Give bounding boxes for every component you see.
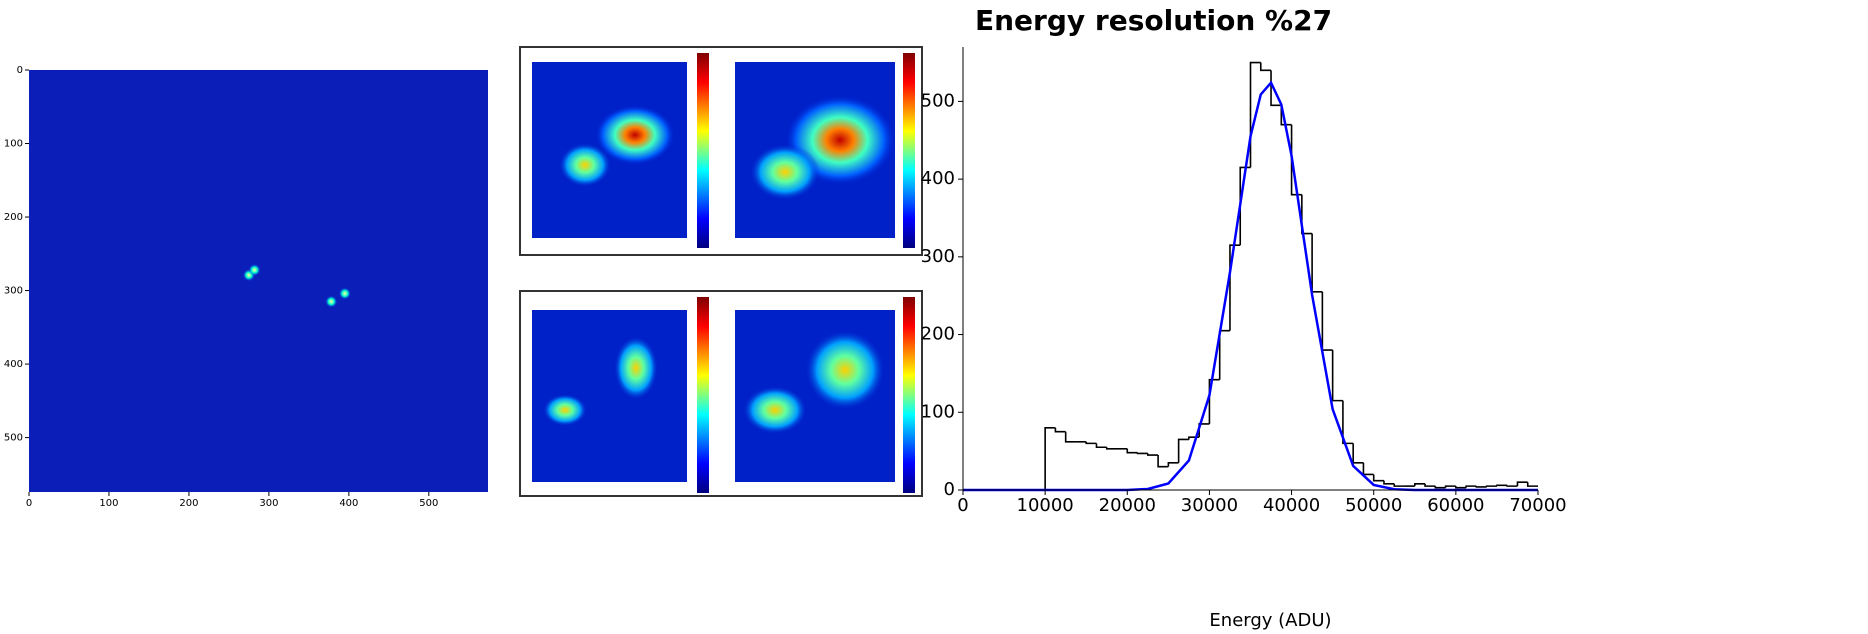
histogram-bin xyxy=(1485,485,1497,487)
histogram-bin xyxy=(1218,329,1230,380)
y-tick-label: 400 xyxy=(4,359,23,370)
histogram-bin xyxy=(1167,461,1179,467)
histogram-bin xyxy=(1147,453,1159,456)
y-tick-label: 100 xyxy=(4,139,23,150)
y-tick-label: 300 xyxy=(4,286,23,297)
histogram-bin xyxy=(1126,448,1138,454)
histogram-bin xyxy=(1383,480,1395,485)
x-tick-label: 50000 xyxy=(1345,495,1402,516)
histogram-bin xyxy=(1393,483,1405,487)
histogram-bin xyxy=(1239,166,1251,246)
histogram-bin xyxy=(1177,438,1189,463)
histogram-bin xyxy=(1342,400,1354,445)
spot xyxy=(325,295,338,308)
histogram-bin xyxy=(1095,443,1107,449)
histogram-bin xyxy=(1321,291,1333,351)
y-tick-label: 300 xyxy=(921,246,955,267)
image-background xyxy=(29,70,488,492)
y-tick-label: 200 xyxy=(921,324,955,345)
histogram-bin xyxy=(1496,484,1508,487)
histogram-bin xyxy=(1352,443,1364,464)
histogram-bin xyxy=(1229,244,1241,331)
histogram-bin xyxy=(1105,447,1118,450)
histogram-bin xyxy=(1157,455,1169,468)
histogram-bin xyxy=(1311,233,1323,293)
x-tick-label: 300 xyxy=(259,498,278,509)
histogram-bin xyxy=(1280,105,1292,126)
histogram-bin xyxy=(1506,485,1518,487)
histogram-bin xyxy=(1085,441,1097,445)
x-tick-label: 0 xyxy=(26,498,32,509)
y-tick-label: 100 xyxy=(921,401,955,422)
y-tick-label: 0 xyxy=(944,479,955,500)
histogram-bin xyxy=(1465,485,1477,488)
histogram-bin xyxy=(1434,486,1446,489)
histogram-bin xyxy=(1064,431,1076,443)
x-tick-label: 0 xyxy=(957,495,968,516)
x-tick-label: 500 xyxy=(419,498,438,509)
histogram-bin xyxy=(1331,350,1343,402)
histogram-bin xyxy=(1475,486,1487,488)
y-tick-label: 400 xyxy=(921,168,955,189)
panel-bottom xyxy=(519,290,923,497)
x-tick-label: 10000 xyxy=(1017,495,1074,516)
histogram-bin xyxy=(1526,482,1538,487)
histogram-bin xyxy=(1444,485,1456,488)
histogram-bin xyxy=(1188,436,1200,440)
fit-line xyxy=(963,80,1538,492)
y-tick-label: 200 xyxy=(4,212,23,223)
histogram-bin xyxy=(1136,452,1148,455)
y-tick-label: 500 xyxy=(4,433,23,444)
x-tick-label: 20000 xyxy=(1099,495,1156,516)
spot xyxy=(338,287,351,300)
y-tick-label: 500 xyxy=(921,90,955,111)
histogram-bin xyxy=(1259,62,1272,72)
x-tick-label: 70000 xyxy=(1509,495,1566,516)
y-tick-label: 0 xyxy=(17,65,23,76)
x-tick-label: 60000 xyxy=(1427,495,1484,516)
panel-top xyxy=(519,46,923,256)
x-tick-label: 100 xyxy=(99,498,118,509)
histogram-bin xyxy=(1054,427,1066,433)
histogram-bin xyxy=(1516,481,1528,487)
histogram-bin xyxy=(1044,427,1056,490)
x-tick-label: 30000 xyxy=(1181,495,1238,516)
histogram-bin xyxy=(1413,482,1426,487)
chart-title: Energy resolution %27 xyxy=(975,4,1332,37)
x-axis-label: Energy (ADU) xyxy=(1209,610,1331,631)
histogram-bin xyxy=(1362,462,1374,476)
spot xyxy=(248,263,261,276)
histogram-bin xyxy=(1372,474,1384,482)
histogram-bin xyxy=(1424,483,1436,487)
x-tick-label: 400 xyxy=(339,498,358,509)
histogram-bin xyxy=(1208,378,1220,424)
x-tick-label: 200 xyxy=(179,498,198,509)
histogram-bin xyxy=(1455,486,1467,489)
x-tick-label: 40000 xyxy=(1263,495,1320,516)
